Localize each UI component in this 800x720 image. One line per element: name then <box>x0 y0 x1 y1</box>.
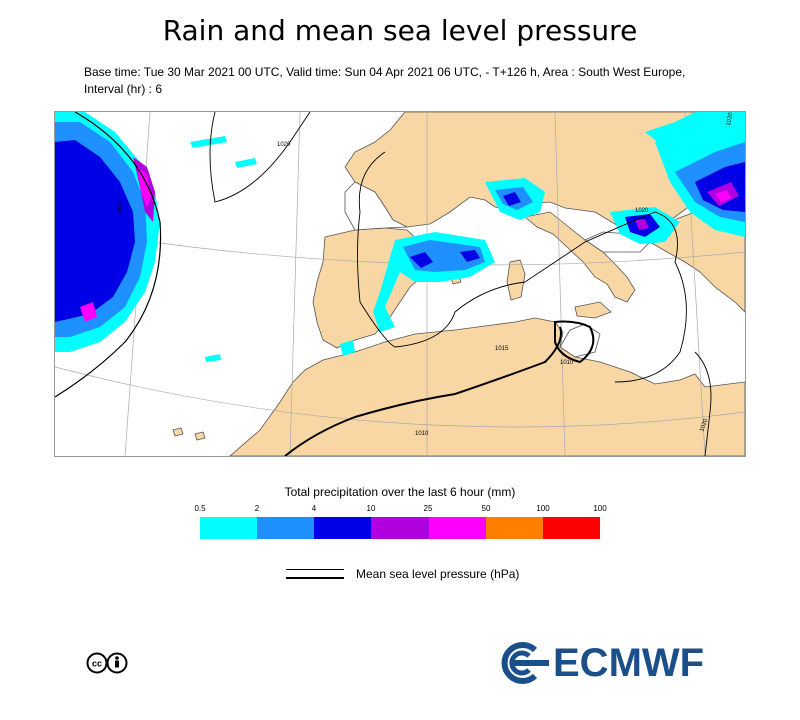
isobar-label-group: 1020 1020 1020 1015 1010 1010 1020 1020 <box>115 112 734 437</box>
legend-tick: 25 <box>423 504 433 513</box>
isobar-label: 1020 <box>277 142 291 148</box>
rain-atlantic-low-core3 <box>80 302 97 322</box>
rain-spain-heavy <box>410 250 480 268</box>
map-canvas: 1020 1020 1020 1015 1010 1010 1020 1020 <box>55 112 745 456</box>
land-africa <box>229 317 745 456</box>
svg-text:cc: cc <box>92 659 102 669</box>
isobar-legend: Mean sea level pressure (hPa) <box>286 566 586 586</box>
isobars <box>55 112 712 456</box>
legend-tick: 2 <box>254 504 260 513</box>
legend-tick: 0.5 <box>194 504 206 513</box>
gulf-of-sidra <box>559 323 601 358</box>
cc-by-icon: cc <box>86 652 128 674</box>
rain-gibraltar <box>340 340 355 356</box>
legend-tick: 100 <box>536 504 550 513</box>
legend-color-swatch <box>200 517 258 539</box>
precipitation <box>55 112 745 362</box>
legend-color-swatch <box>542 517 600 539</box>
legend-tick: 50 <box>481 504 491 513</box>
land-europe-north <box>344 112 745 231</box>
isobar-label: 1010 <box>415 431 429 437</box>
rain-italy-north <box>503 192 521 206</box>
ecmwf-logo-icon <box>501 642 549 684</box>
bay-of-biscay <box>344 181 409 231</box>
land-italy <box>524 211 636 303</box>
chart-subtitle: Base time: Tue 30 Mar 2021 00 UTC, Valid… <box>84 65 686 96</box>
legend-color-swatch <box>428 517 486 539</box>
legend-color-swatch <box>257 517 315 539</box>
land-areas <box>172 112 745 456</box>
rain-atlantic-low-core2 <box>137 167 151 207</box>
legend-tick: 10 <box>366 504 376 513</box>
isobar-legend-thin-line <box>286 569 344 570</box>
legend-color-bar <box>200 517 600 539</box>
weather-map: 1020 1020 1020 1015 1010 1010 1020 1020 <box>54 111 746 457</box>
legend-color-swatch <box>314 517 372 539</box>
legend-color-swatch <box>371 517 429 539</box>
isobar-label: 1020 <box>699 417 709 432</box>
land-canaries <box>172 427 206 441</box>
rain-balkans-core2 <box>715 190 731 202</box>
rain-north-europe <box>645 112 745 144</box>
rain-adriatic-core <box>635 219 649 230</box>
isobar-label: 1020 <box>115 200 121 214</box>
legend-color-swatch <box>485 517 543 539</box>
land-sardinia <box>506 259 526 301</box>
legend-title: Total precipitation over the last 6 hour… <box>284 485 516 499</box>
rain-bits-atlantic <box>190 136 257 362</box>
chart-title: Rain and mean sea level pressure <box>162 14 638 47</box>
rain-atlantic-low-heavy <box>55 140 135 322</box>
isobar-label: 1020 <box>726 112 734 126</box>
legend-tick: 4 <box>311 504 317 513</box>
isobar-legend-thick-line <box>286 577 344 579</box>
ecmwf-logo-text: ECMWF <box>553 641 705 685</box>
isobar-label: 1015 <box>495 346 509 352</box>
sea-inlets <box>344 181 651 358</box>
isobar-legend-label: Mean sea level pressure (hPa) <box>356 567 520 581</box>
land-sicily <box>574 301 612 319</box>
isobar-label: 1020 <box>635 208 649 214</box>
legend-ticks: 0.5 2 4 10 25 50 100 100 <box>0 504 800 516</box>
ecmwf-logo: ECMWF <box>497 642 717 684</box>
legend-tick: 100 <box>593 504 607 513</box>
isobar-label: 1010 <box>560 360 574 366</box>
